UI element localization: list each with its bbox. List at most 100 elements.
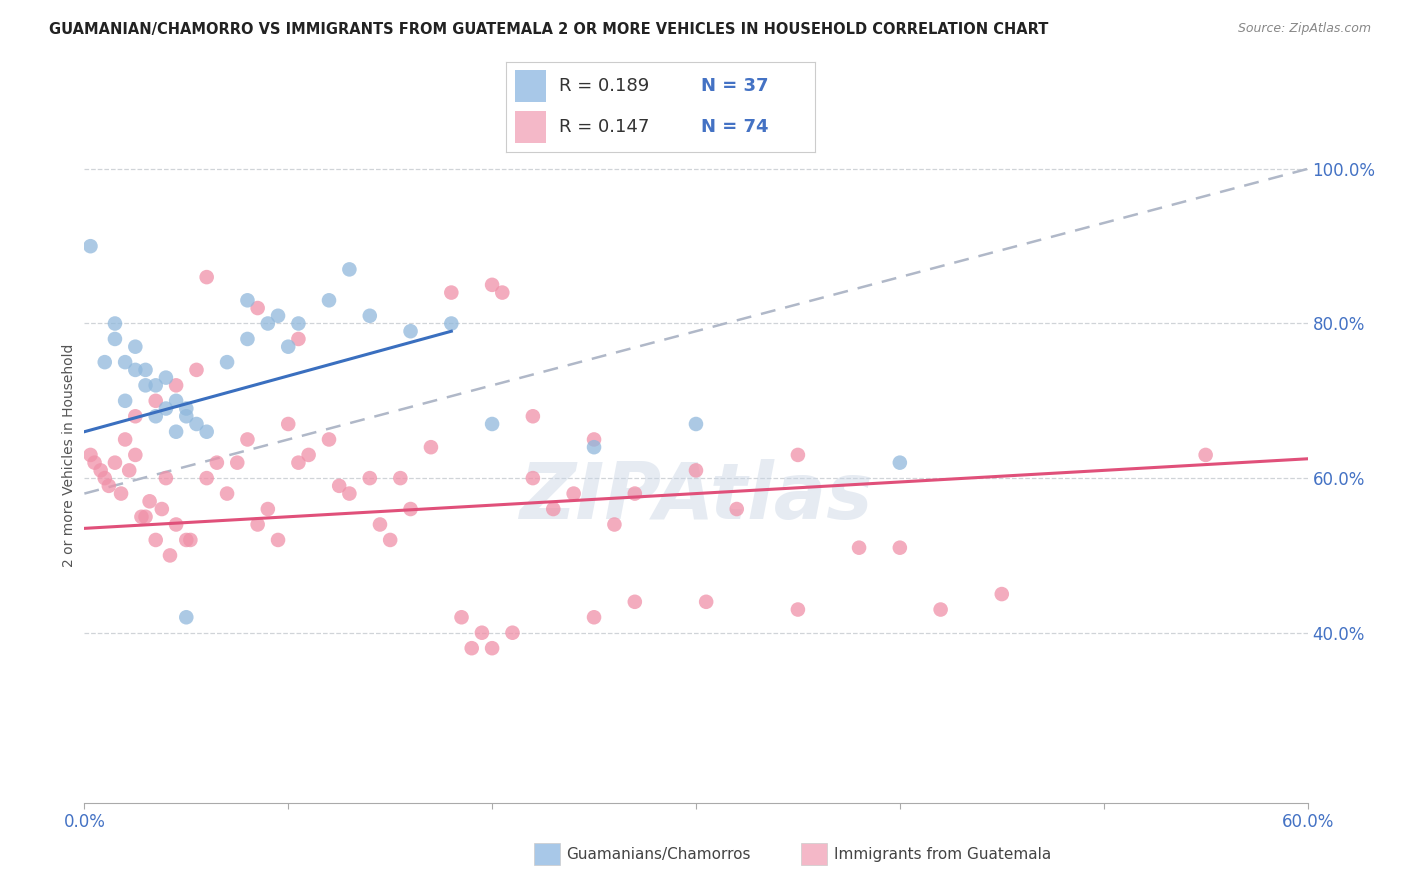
- Point: [165, 517, 187, 532]
- Point: [461, 641, 484, 656]
- Point: [124, 340, 146, 354]
- Point: [583, 610, 606, 624]
- Point: [135, 378, 157, 392]
- Point: [339, 486, 361, 500]
- Point: [205, 456, 228, 470]
- Point: [399, 324, 422, 338]
- Point: [155, 401, 177, 416]
- Point: [186, 417, 208, 431]
- FancyBboxPatch shape: [516, 70, 547, 102]
- FancyBboxPatch shape: [516, 111, 547, 143]
- Point: [298, 448, 321, 462]
- Point: [328, 479, 350, 493]
- Point: [246, 517, 269, 532]
- Point: [440, 285, 463, 300]
- Point: [522, 409, 544, 424]
- Point: [685, 417, 707, 431]
- Point: [114, 393, 136, 408]
- Point: [83, 456, 105, 470]
- Y-axis label: 2 or more Vehicles in Household: 2 or more Vehicles in Household: [62, 343, 76, 566]
- Point: [889, 541, 911, 555]
- Point: [165, 393, 187, 408]
- Point: [104, 456, 127, 470]
- Text: N = 74: N = 74: [702, 118, 769, 136]
- Point: [124, 409, 146, 424]
- Point: [399, 502, 422, 516]
- Point: [124, 448, 146, 462]
- Point: [114, 433, 136, 447]
- Point: [236, 433, 259, 447]
- Text: Source: ZipAtlas.com: Source: ZipAtlas.com: [1237, 22, 1371, 36]
- Text: N = 37: N = 37: [702, 77, 769, 95]
- Point: [145, 409, 167, 424]
- Point: [195, 425, 218, 439]
- Point: [339, 262, 361, 277]
- Point: [104, 332, 127, 346]
- Point: [97, 479, 120, 493]
- Point: [217, 486, 239, 500]
- Point: [368, 517, 391, 532]
- Point: [787, 448, 810, 462]
- Point: [186, 363, 208, 377]
- Point: [145, 378, 167, 392]
- Text: R = 0.147: R = 0.147: [558, 118, 650, 136]
- Point: [104, 317, 127, 331]
- Point: [440, 317, 463, 331]
- Point: [889, 456, 911, 470]
- Point: [236, 293, 259, 308]
- Point: [359, 309, 381, 323]
- Point: [481, 641, 503, 656]
- Text: Guamanians/Chamorros: Guamanians/Chamorros: [567, 847, 751, 862]
- Point: [491, 285, 513, 300]
- Point: [174, 401, 197, 416]
- Point: [174, 610, 197, 624]
- Point: [195, 270, 218, 285]
- Point: [257, 317, 280, 331]
- Point: [257, 502, 280, 516]
- Point: [624, 595, 647, 609]
- Point: [118, 463, 141, 477]
- Point: [165, 378, 187, 392]
- Point: [1195, 448, 1218, 462]
- Point: [787, 602, 810, 616]
- Point: [93, 471, 117, 485]
- Point: [380, 533, 402, 547]
- Point: [695, 595, 717, 609]
- Text: ZIPAtlas: ZIPAtlas: [519, 458, 873, 534]
- Point: [79, 448, 101, 462]
- Point: [90, 463, 112, 477]
- Point: [502, 625, 524, 640]
- Point: [138, 494, 160, 508]
- Point: [624, 486, 647, 500]
- Point: [217, 355, 239, 369]
- Point: [287, 332, 309, 346]
- Point: [150, 502, 173, 516]
- Point: [114, 355, 136, 369]
- Point: [79, 239, 101, 253]
- Point: [685, 463, 707, 477]
- Point: [359, 471, 381, 485]
- Point: [583, 433, 606, 447]
- Point: [155, 471, 177, 485]
- Point: [226, 456, 249, 470]
- Point: [287, 456, 309, 470]
- Point: [318, 433, 340, 447]
- Text: R = 0.189: R = 0.189: [558, 77, 650, 95]
- Point: [481, 417, 503, 431]
- Point: [124, 363, 146, 377]
- Point: [145, 533, 167, 547]
- Text: Immigrants from Guatemala: Immigrants from Guatemala: [834, 847, 1052, 862]
- Point: [929, 602, 952, 616]
- Point: [135, 509, 157, 524]
- Point: [471, 625, 494, 640]
- Point: [179, 533, 201, 547]
- Point: [131, 509, 153, 524]
- Point: [277, 417, 299, 431]
- Text: GUAMANIAN/CHAMORRO VS IMMIGRANTS FROM GUATEMALA 2 OR MORE VEHICLES IN HOUSEHOLD : GUAMANIAN/CHAMORRO VS IMMIGRANTS FROM GU…: [49, 22, 1049, 37]
- Point: [562, 486, 585, 500]
- Point: [318, 293, 340, 308]
- Point: [420, 440, 443, 454]
- Point: [135, 363, 157, 377]
- Point: [195, 471, 218, 485]
- Point: [725, 502, 748, 516]
